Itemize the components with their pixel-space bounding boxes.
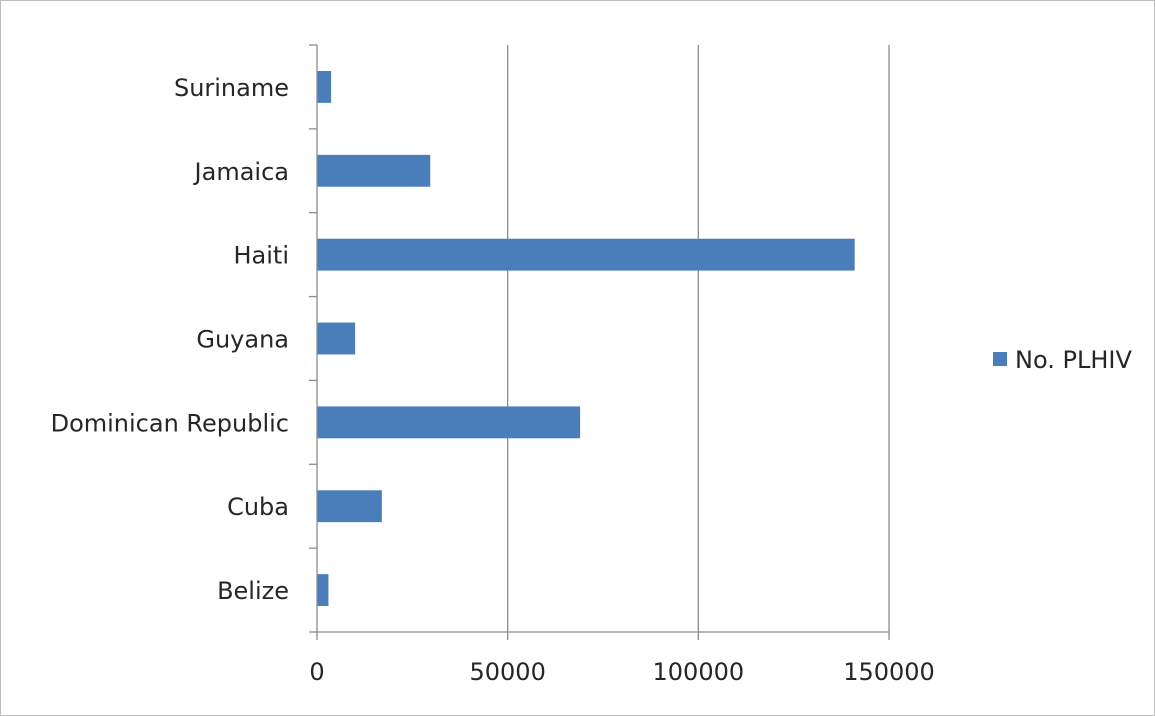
x-tick-label: 100000 bbox=[653, 658, 745, 686]
category-label: Belize bbox=[217, 577, 289, 605]
legend: No. PLHIV bbox=[993, 346, 1132, 374]
bars bbox=[317, 70, 855, 607]
legend-swatch bbox=[993, 352, 1007, 366]
x-tick-label: 50000 bbox=[469, 658, 545, 686]
bar bbox=[317, 238, 855, 271]
category-label: Haiti bbox=[234, 242, 290, 270]
tick-labels: 0 50000 100000 150000 bbox=[309, 658, 934, 686]
bar bbox=[317, 322, 356, 355]
bar bbox=[317, 154, 431, 187]
category-label: Suriname bbox=[174, 74, 289, 102]
bar bbox=[317, 490, 382, 523]
x-tick-label: 150000 bbox=[843, 658, 935, 686]
bar bbox=[317, 574, 329, 607]
x-tick-label: 0 bbox=[309, 658, 324, 686]
category-label: Guyana bbox=[196, 326, 289, 354]
category-labels: Belize Cuba Dominican Republic Guyana Haiti J… bbox=[51, 74, 289, 605]
gridlines bbox=[507, 45, 890, 632]
category-label: Dominican Republic bbox=[51, 409, 289, 437]
category-label: Cuba bbox=[227, 493, 289, 521]
legend-label: No. PLHIV bbox=[1015, 346, 1132, 374]
bar bbox=[317, 70, 332, 103]
bar bbox=[317, 406, 581, 439]
category-label: Jamaica bbox=[193, 158, 289, 186]
axes bbox=[309, 44, 890, 640]
